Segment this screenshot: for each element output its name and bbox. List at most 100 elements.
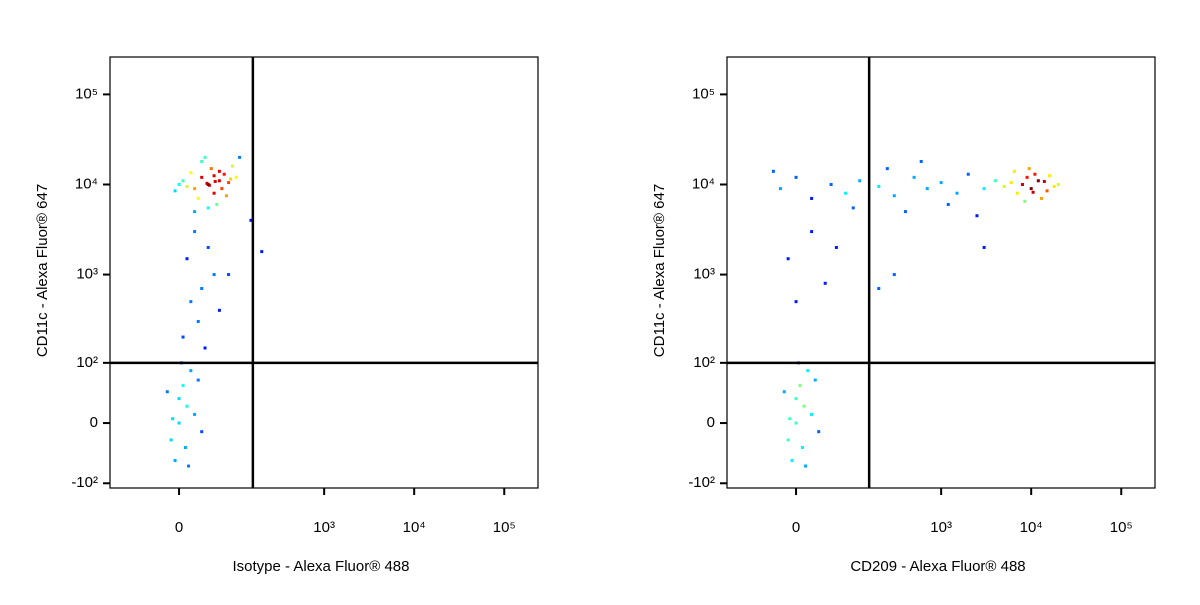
plot-frame [109, 56, 539, 489]
event-dot [183, 446, 187, 450]
event-dot [209, 167, 213, 171]
event-dot [217, 179, 221, 183]
y-tick-label: 0 [90, 414, 98, 431]
event-dot [877, 184, 881, 188]
event-dot [885, 167, 889, 171]
event-dot [993, 179, 997, 183]
y-tick-label: 10⁵ [692, 85, 715, 102]
event-dot [177, 182, 181, 186]
event-dot [234, 175, 238, 179]
y-tick-label: 10⁴ [692, 175, 715, 192]
event-dot [220, 187, 224, 191]
event-dot [1045, 189, 1049, 193]
y-tick-label: 10² [693, 354, 715, 371]
x-tick-label: 10⁵ [493, 519, 516, 536]
x-tick-label: 10⁵ [1110, 519, 1133, 536]
event-dot [260, 250, 264, 254]
event-dot [189, 369, 193, 373]
event-dot [215, 202, 219, 206]
event-dot [212, 174, 216, 178]
event-dot [779, 187, 783, 191]
event-dot [224, 194, 228, 198]
event-dot [165, 390, 169, 394]
event-dot [798, 384, 802, 388]
event-dot [217, 169, 221, 173]
event-dot [892, 273, 896, 277]
event-dot [212, 273, 216, 277]
event-dot [171, 417, 175, 421]
event-dot [169, 438, 173, 442]
event-dot [912, 175, 916, 179]
event-dot [249, 218, 253, 222]
event-dot [810, 412, 814, 416]
event-dot [1033, 172, 1037, 176]
event-dot [858, 179, 862, 183]
event-dot [919, 159, 923, 163]
event-dot [193, 230, 197, 234]
y-tick-label: 10³ [693, 266, 715, 283]
event-dot [782, 390, 786, 394]
event-dot [925, 187, 929, 191]
event-dot [212, 191, 216, 195]
y-tick-label: 10² [76, 354, 98, 371]
event-dot [892, 194, 896, 198]
event-dot [844, 191, 848, 195]
event-dot [173, 189, 177, 193]
event-dot [1036, 179, 1040, 183]
event-dot [231, 164, 235, 168]
y-tick-label: 10⁵ [75, 85, 98, 102]
event-dot [817, 430, 821, 434]
event-dot [187, 464, 191, 468]
event-dot [189, 171, 193, 175]
event-dot [982, 245, 986, 249]
x-tick-label: 0 [175, 519, 183, 536]
x-tick-label: 0 [792, 519, 800, 536]
x-tick-label: 10³ [313, 519, 335, 536]
event-dot [823, 281, 827, 285]
event-dot [1025, 175, 1029, 179]
event-dot [794, 397, 798, 401]
event-dot [181, 335, 185, 339]
event-dot [1009, 181, 1013, 185]
y-tick-label: 10³ [76, 266, 98, 283]
event-dot [806, 369, 810, 373]
x-tick-label: 10⁴ [403, 519, 426, 536]
event-dot [203, 155, 207, 159]
event-dot [1056, 182, 1060, 186]
event-dot [810, 196, 814, 200]
event-dot [794, 421, 798, 425]
event-dot [227, 181, 231, 185]
event-dot [966, 172, 970, 176]
event-dot [1020, 182, 1024, 186]
event-dot [185, 257, 189, 261]
event-dot [229, 177, 233, 181]
event-dot [829, 182, 833, 186]
event-dot [1048, 174, 1052, 178]
x-axis-label: Isotype - Alexa Fluor® 488 [233, 558, 410, 575]
event-dot [1012, 169, 1016, 173]
event-dot [802, 404, 806, 408]
event-dot [804, 464, 808, 468]
event-dot [834, 245, 838, 249]
event-dot [1027, 167, 1031, 171]
event-dot [982, 187, 986, 191]
y-tick-label: 10⁴ [75, 175, 98, 192]
event-dot [200, 430, 204, 434]
event-dot [1029, 187, 1033, 191]
event-dot [196, 196, 200, 200]
event-dot [786, 257, 790, 261]
event-dot [203, 346, 207, 350]
x-axis-label: CD209 - Alexa Fluor® 488 [850, 558, 1025, 575]
event-dot [955, 191, 959, 195]
x-tick-label: 10³ [930, 519, 952, 536]
event-dot [222, 172, 226, 176]
event-dot [794, 300, 798, 304]
event-dot [196, 378, 200, 382]
event-dot [788, 417, 792, 421]
y-tick-label: 0 [707, 414, 715, 431]
event-dot [200, 175, 204, 179]
event-dot [177, 397, 181, 401]
event-dot [1039, 196, 1043, 200]
